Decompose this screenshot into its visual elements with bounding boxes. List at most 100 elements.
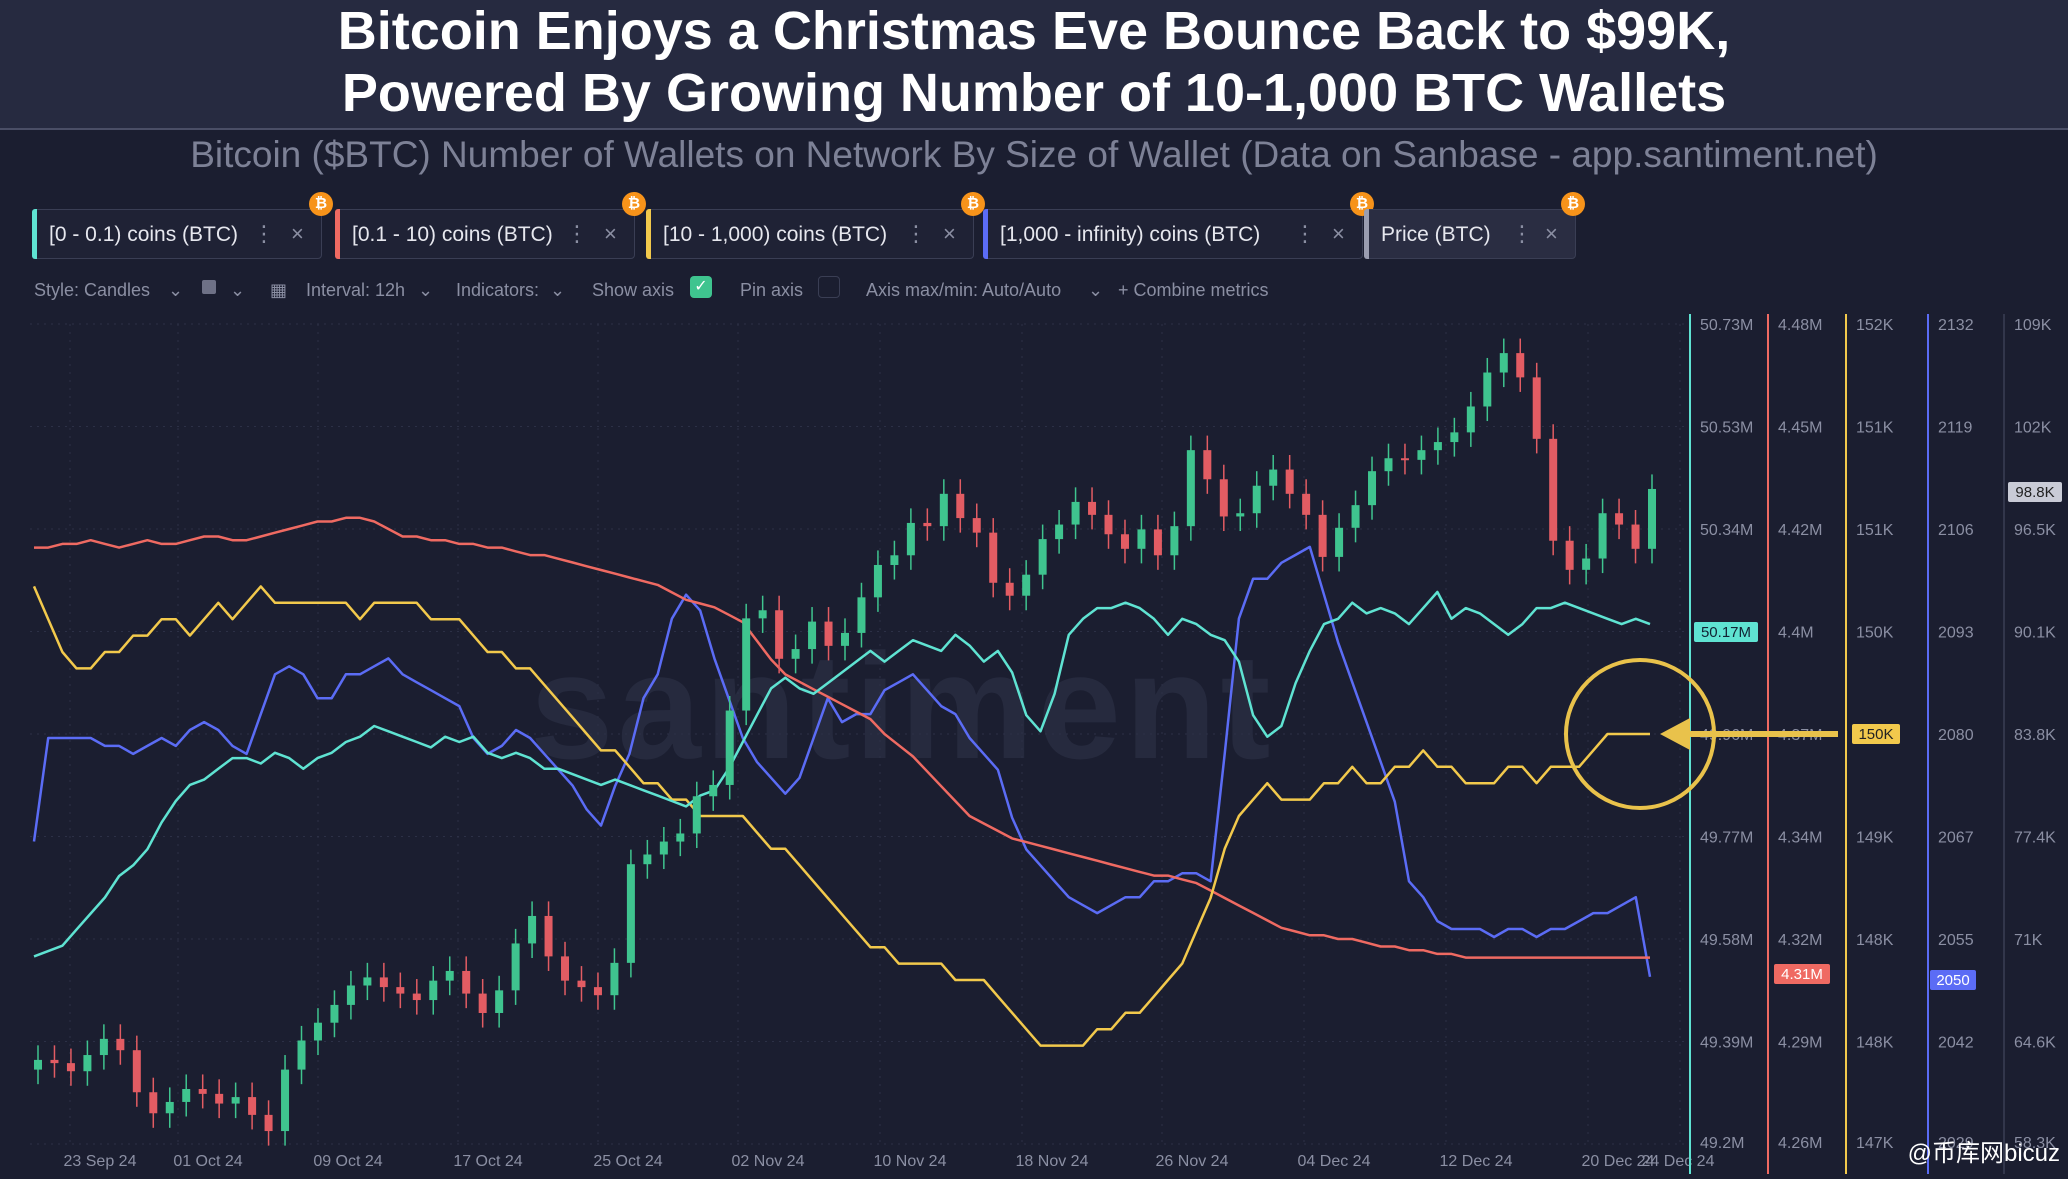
- y-tick-label: 4.42M: [1778, 522, 1822, 539]
- more-icon[interactable]: ⋮: [253, 221, 275, 246]
- style-selector[interactable]: Style: Candles: [34, 280, 151, 300]
- y-tick-label: 2029: [1938, 1135, 1974, 1152]
- price-candle: [577, 980, 586, 988]
- close-icon[interactable]: ×: [943, 221, 956, 246]
- price-candle: [1532, 377, 1541, 439]
- y-tick-label: 49.77M: [1700, 830, 1753, 847]
- price-candle: [149, 1092, 158, 1114]
- price-candle: [412, 993, 421, 1001]
- multi-metric-chart: 23 Sep 24 01 Oct 24 09 Oct 24 17 Oct 24 25 O…: [30, 314, 2062, 1174]
- last-value-label: 2050: [1936, 972, 1969, 989]
- show-axis-checkbox[interactable]: ✓: [690, 276, 712, 298]
- price-candle: [99, 1038, 108, 1056]
- close-icon[interactable]: ×: [604, 221, 617, 246]
- tab-label: [0 - 0.1) coins (BTC): [49, 223, 239, 246]
- price-candle: [1466, 406, 1475, 433]
- axis-mode-selector[interactable]: Axis max/min: Auto/Auto: [866, 280, 1062, 300]
- price-candle: [363, 977, 372, 986]
- metric-color-bar: [32, 209, 37, 259]
- price-candle: [445, 970, 454, 981]
- x-tick-label: 10 Nov 24: [874, 1153, 947, 1170]
- pin-axis-label: Pin axis: [740, 280, 804, 300]
- price-candle: [379, 977, 388, 988]
- tab-label: Price (BTC): [1381, 223, 1491, 246]
- more-icon[interactable]: ⋮: [1511, 221, 1533, 246]
- price-candle: [1335, 527, 1344, 557]
- y-tick-label: 77.4K: [2014, 830, 2056, 847]
- price-candle: [544, 915, 553, 957]
- price-candle: [116, 1038, 125, 1051]
- price-candle: [1285, 469, 1294, 494]
- last-value-label: 150K: [1858, 726, 1893, 743]
- price-candle: [1384, 458, 1393, 472]
- last-value-badge: [1774, 964, 1830, 984]
- price-candle: [313, 1022, 322, 1041]
- price-candle: [462, 970, 471, 994]
- close-icon[interactable]: ×: [291, 221, 304, 246]
- price-candle: [692, 796, 701, 834]
- price-candle: [50, 1059, 59, 1064]
- price-candle: [791, 649, 800, 659]
- interval-selector[interactable]: Interval: 12h: [306, 280, 406, 300]
- price-candle: [725, 710, 734, 785]
- y-tick-label: 83.8K: [2014, 727, 2056, 744]
- pin-axis-checkbox[interactable]: [818, 276, 840, 298]
- price-candle: [610, 962, 619, 996]
- price-candle: [429, 980, 438, 1001]
- y-tick-label: 152K: [1856, 317, 1894, 334]
- price-candle: [857, 597, 866, 633]
- price-candle: [1516, 353, 1525, 378]
- x-tick-label: 23 Sep 24: [64, 1153, 137, 1170]
- price-candle: [1450, 432, 1459, 443]
- price-candle: [511, 943, 520, 991]
- price-candle: [1038, 539, 1047, 575]
- more-icon[interactable]: ⋮: [905, 221, 927, 246]
- price-candle: [396, 987, 405, 994]
- price-candle: [132, 1050, 141, 1093]
- price-candle: [841, 632, 849, 646]
- tab-whale-wallets[interactable]: [1,000 - infinity) coins (BTC) ⋮ × ₿: [983, 192, 1374, 259]
- y-tick-label: 2093: [1938, 625, 1974, 642]
- tab-small-wallets[interactable]: [0 - 0.1) coins (BTC) ⋮ × ₿: [32, 192, 333, 259]
- chevron-down-icon[interactable]: ⌄: [168, 280, 184, 300]
- bitcoin-icon: ₿: [309, 192, 333, 216]
- price-candle: [1318, 514, 1327, 557]
- highlight-arrow-head: [1660, 718, 1690, 750]
- y-tick-label: 4.32M: [1778, 932, 1822, 949]
- color-square-icon[interactable]: [202, 280, 216, 294]
- tab-label: [1,000 - infinity) coins (BTC): [1000, 223, 1261, 246]
- price-candle: [1269, 469, 1278, 486]
- price-candle: [198, 1089, 207, 1094]
- last-value-badge: [1852, 724, 1900, 744]
- chevron-down-icon[interactable]: ⌄: [550, 280, 566, 300]
- close-icon[interactable]: ×: [1332, 221, 1345, 246]
- x-tick-label: 26 Nov 24: [1156, 1153, 1229, 1170]
- last-value-label: 98.8K: [2015, 484, 2054, 501]
- tab-large-wallets[interactable]: [10 - 1,000) coins (BTC) ⋮ × ₿: [646, 192, 985, 259]
- more-icon[interactable]: ⋮: [566, 221, 588, 246]
- price-candle: [1120, 534, 1129, 549]
- chevron-down-icon[interactable]: ⌄: [1088, 280, 1104, 300]
- combine-metrics-button[interactable]: + Combine metrics: [1118, 280, 1269, 300]
- y-tick-label: 2106: [1938, 522, 1974, 539]
- close-icon[interactable]: ×: [1545, 221, 1558, 246]
- tab-label: [10 - 1,000) coins (BTC): [663, 223, 888, 246]
- chevron-down-icon[interactable]: ⌄: [230, 280, 246, 300]
- chevron-down-icon[interactable]: ⌄: [418, 280, 434, 300]
- headline-banner: Bitcoin Enjoys a Christmas Eve Bounce Ba…: [0, 0, 2068, 130]
- y-tick-label: 49.39M: [1700, 1035, 1753, 1052]
- y-tick-label: 2042: [1938, 1035, 1974, 1052]
- more-icon[interactable]: ⋮: [1294, 221, 1316, 246]
- x-tick-label: 04 Dec 24: [1298, 1153, 1371, 1170]
- indicators-selector[interactable]: Indicators:: [456, 280, 540, 300]
- y-tick-label: 50.73M: [1700, 317, 1753, 334]
- tab-mid-wallets[interactable]: [0.1 - 10) coins (BTC) ⋮ × ₿: [335, 192, 646, 259]
- y-tick-label: 4.29M: [1778, 1035, 1822, 1052]
- price-candle: [478, 993, 487, 1013]
- price-candle: [742, 618, 751, 711]
- series-line: [32, 585, 1650, 1047]
- calendar-icon: ▦: [270, 280, 288, 300]
- tab-price[interactable]: Price (BTC) ⋮ × ₿: [1364, 192, 1585, 259]
- bitcoin-icon: ₿: [622, 192, 646, 216]
- price-candle: [1351, 505, 1360, 528]
